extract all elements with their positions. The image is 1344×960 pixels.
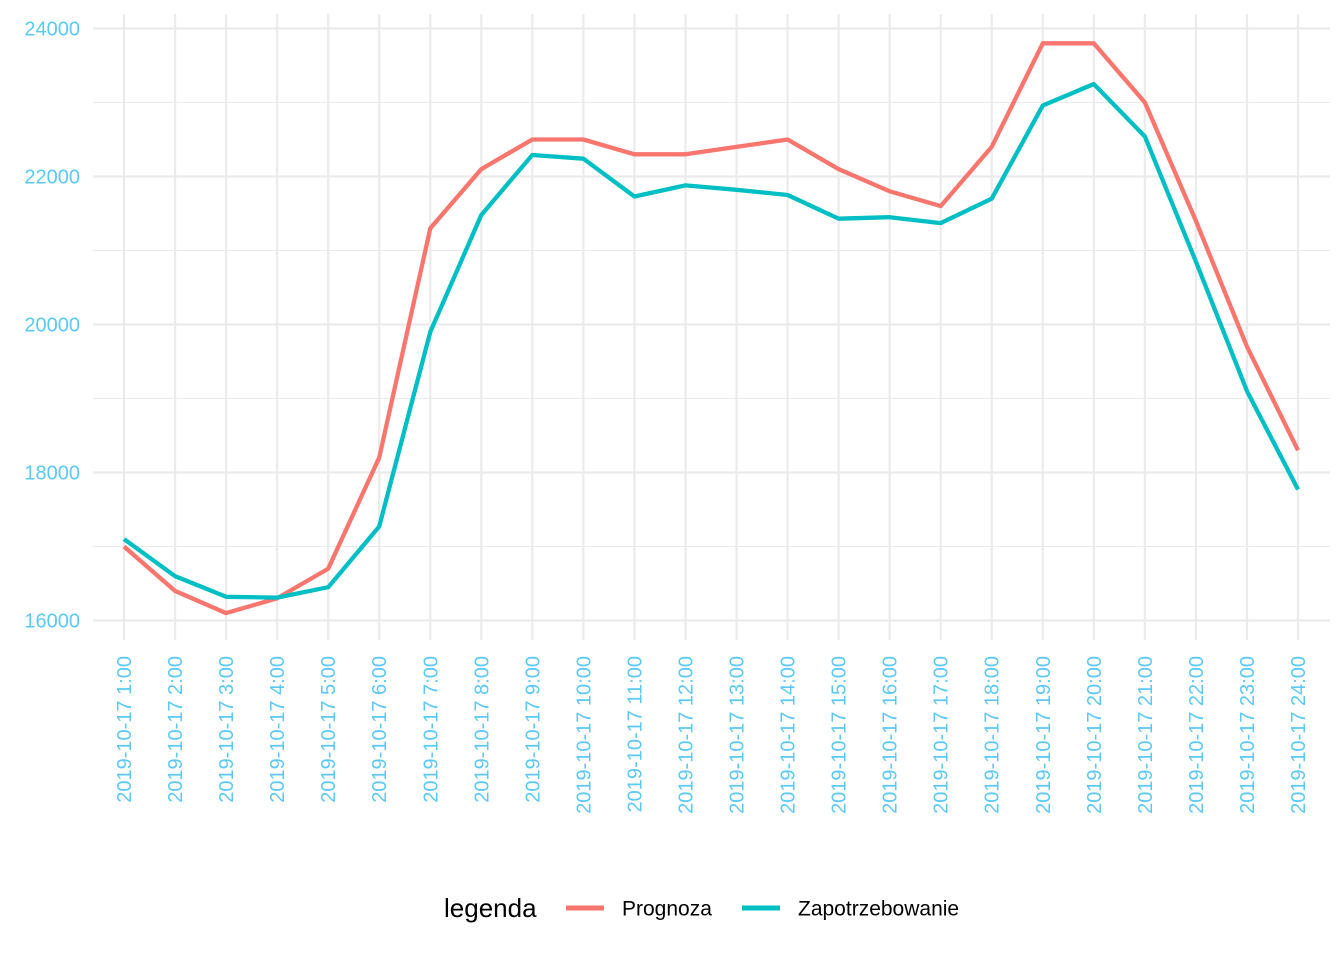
x-tick-label: 2019-10-17 12:00 — [675, 656, 697, 814]
x-tick-label: 2019-10-17 22:00 — [1186, 656, 1208, 814]
x-tick-label: 2019-10-17 9:00 — [522, 656, 544, 803]
minor-gridlines — [93, 101, 1330, 548]
y-axis-tick-labels: 16000 18000 20000 22000 24000 — [24, 19, 80, 633]
x-tick-label: 2019-10-17 20:00 — [1084, 656, 1106, 814]
x-tick-label: 2019-10-17 1:00 — [114, 656, 136, 803]
y-tick-label: 22000 — [24, 167, 80, 189]
y-tick-label: 16000 — [24, 611, 80, 633]
x-tick-label: 2019-10-17 24:00 — [1288, 656, 1310, 814]
x-tick-label: 2019-10-17 15:00 — [829, 656, 851, 814]
y-tick-label: 18000 — [24, 463, 80, 485]
legend-label: Prognoza — [622, 898, 712, 921]
x-tick-label: 2019-10-17 11:00 — [624, 656, 646, 812]
x-tick-label: 2019-10-17 13:00 — [727, 656, 749, 814]
legend-title: legenda — [444, 893, 537, 923]
x-tick-label: 2019-10-17 2:00 — [165, 656, 187, 803]
major-gridlines — [93, 14, 1330, 640]
x-tick-label: 2019-10-17 5:00 — [318, 656, 340, 803]
legend-label: Zapotrzebowanie — [798, 898, 959, 921]
x-tick-label: 2019-10-17 4:00 — [267, 656, 289, 803]
legend-item-prognoza: Prognoza — [566, 898, 712, 921]
y-tick-label: 24000 — [24, 19, 80, 41]
x-tick-label: 2019-10-17 17:00 — [931, 656, 953, 814]
x-tick-label: 2019-10-17 3:00 — [216, 656, 238, 803]
x-tick-label: 2019-10-17 14:00 — [778, 656, 800, 814]
x-tick-label: 2019-10-17 7:00 — [420, 656, 442, 803]
x-tick-label: 2019-10-17 16:00 — [880, 656, 902, 814]
x-tick-label: 2019-10-17 6:00 — [369, 656, 391, 803]
x-tick-label: 2019-10-17 23:00 — [1237, 656, 1259, 814]
series-line-zapotrzebowanie — [122, 81, 1300, 600]
x-tick-label: 2019-10-17 19:00 — [1033, 656, 1055, 814]
x-tick-label: 2019-10-17 18:00 — [982, 656, 1004, 814]
legend: legenda Prognoza Zapotrzebowanie — [444, 893, 959, 923]
x-axis-tick-labels: 2019-10-17 1:00 2019-10-17 2:00 2019-10-17… — [114, 656, 1310, 814]
series-lines — [122, 41, 1300, 616]
x-tick-label: 2019-10-17 8:00 — [471, 656, 493, 803]
series-line-prognoza — [122, 41, 1300, 616]
legend-item-zapotrzebowanie: Zapotrzebowanie — [742, 898, 959, 921]
y-tick-label: 20000 — [24, 315, 80, 337]
x-tick-label: 2019-10-17 10:00 — [573, 656, 595, 814]
x-tick-label: 2019-10-17 21:00 — [1135, 656, 1157, 814]
